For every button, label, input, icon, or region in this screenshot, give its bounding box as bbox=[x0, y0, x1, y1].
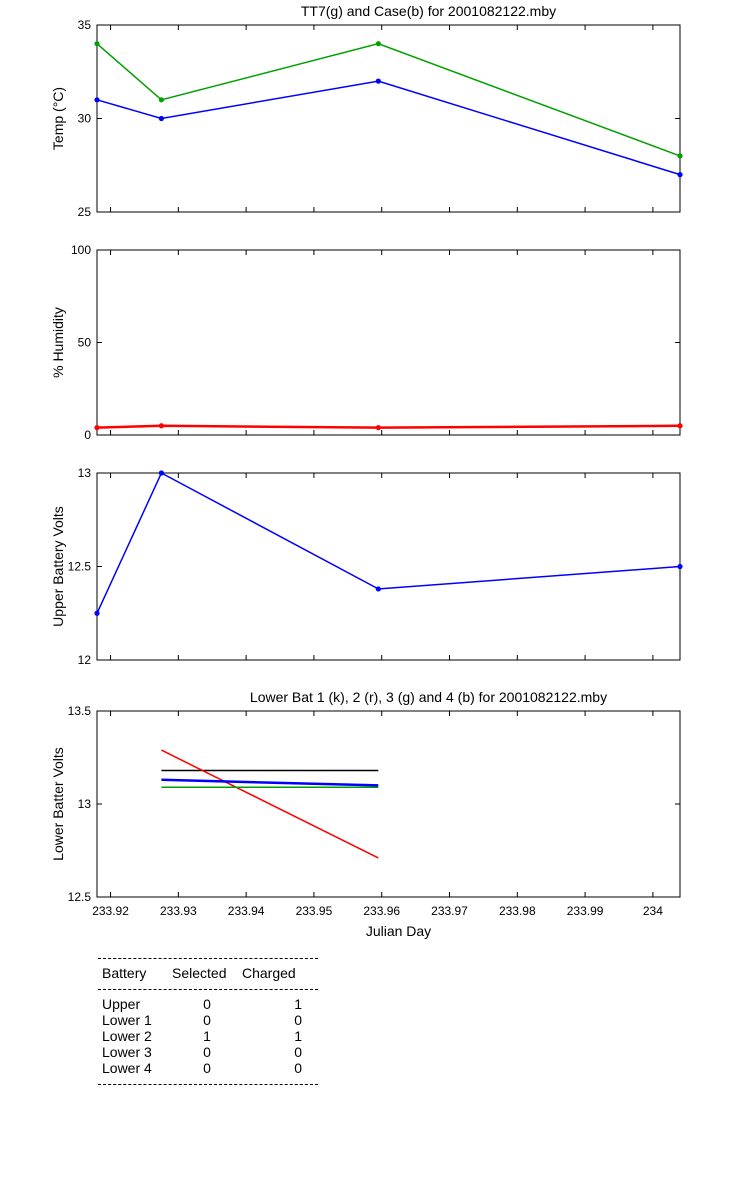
plot-frame bbox=[96, 249, 681, 436]
chart-panel-2: 0 50 100 % Humidity bbox=[50, 243, 683, 442]
battery-status-table: Battery Selected Charged Upper 0 1 Lower… bbox=[98, 958, 318, 1085]
data-point bbox=[158, 470, 165, 476]
data-point bbox=[94, 610, 100, 616]
table-row: Lower 4 0 0 bbox=[102, 1060, 318, 1076]
data-point bbox=[677, 153, 683, 159]
y-tick-label: 0 bbox=[84, 428, 91, 442]
chart-panel-1: 25 30 35 TT7(g) and Case(b) for 2001082122.… bbox=[50, 3, 683, 219]
y-axis-label: Upper Battery Volts bbox=[50, 506, 66, 627]
x-tick-label: 233.94 bbox=[228, 904, 265, 918]
y-tick-label: 13 bbox=[78, 466, 92, 480]
y-tick-label: 30 bbox=[78, 112, 92, 126]
plot-frame bbox=[96, 24, 681, 213]
y-tick-label: 12 bbox=[78, 653, 92, 667]
data-point bbox=[375, 41, 381, 47]
data-point bbox=[677, 423, 683, 429]
x-tick-label: 233.98 bbox=[499, 904, 536, 918]
series-line-1 bbox=[96, 424, 681, 429]
cell-charged: 0 bbox=[294, 1060, 302, 1076]
header-selected: Selected bbox=[172, 965, 227, 981]
plot-frame bbox=[96, 710, 681, 898]
y-axis-label: Temp (°C) bbox=[50, 87, 66, 150]
cell-selected: 1 bbox=[203, 1028, 211, 1044]
chart-title: TT7(g) and Case(b) for 2001082122.mby bbox=[301, 3, 556, 19]
data-point bbox=[677, 172, 683, 178]
table-header-rule bbox=[98, 989, 318, 990]
y-tick-label: 35 bbox=[78, 18, 92, 32]
cell-charged: 0 bbox=[294, 1012, 302, 1028]
data-point bbox=[158, 97, 165, 103]
chart-title: Lower Bat 1 (k), 2 (r), 3 (g) and 4 (b) … bbox=[250, 689, 607, 705]
x-tick-label: 233.96 bbox=[363, 904, 400, 918]
data-point bbox=[94, 41, 100, 47]
y-tick-label: 12.5 bbox=[68, 560, 92, 574]
chart-panel-3: 12 12.5 13 Upper Battery Volts bbox=[50, 466, 683, 667]
cell-charged: 1 bbox=[294, 996, 302, 1012]
series-line-2 bbox=[96, 80, 681, 176]
series-line-1 bbox=[96, 42, 681, 157]
table-row: Lower 2 1 1 bbox=[102, 1028, 318, 1044]
y-tick-label: 100 bbox=[71, 243, 91, 257]
data-point bbox=[158, 423, 165, 429]
data-point bbox=[94, 97, 100, 103]
y-tick-label: 25 bbox=[78, 205, 92, 219]
data-point bbox=[375, 78, 381, 84]
x-tick-label: 234 bbox=[643, 904, 663, 918]
table-body: Upper 0 1 Lower 1 0 0 Lower 2 1 1 Lower … bbox=[98, 990, 318, 1084]
y-tick-label: 13.5 bbox=[68, 704, 92, 718]
header-charged: Charged bbox=[242, 965, 296, 981]
cell-battery: Lower 3 bbox=[102, 1044, 152, 1060]
series-line-2 bbox=[161, 749, 379, 859]
data-point bbox=[375, 586, 381, 592]
data-point bbox=[94, 425, 100, 431]
table-row: Upper 0 1 bbox=[102, 996, 318, 1012]
cell-battery: Lower 4 bbox=[102, 1060, 152, 1076]
cell-charged: 1 bbox=[294, 1028, 302, 1044]
cell-charged: 0 bbox=[294, 1044, 302, 1060]
table-row: Lower 3 0 0 bbox=[102, 1044, 318, 1060]
header-battery: Battery bbox=[102, 965, 147, 981]
x-tick-label: 233.92 bbox=[92, 904, 129, 918]
plot-frame bbox=[96, 472, 681, 661]
x-tick-label: 233.93 bbox=[160, 904, 197, 918]
table-top-rule bbox=[98, 958, 318, 959]
x-tick-label: 233.99 bbox=[567, 904, 604, 918]
cell-battery: Upper bbox=[102, 996, 141, 1012]
y-tick-label: 13 bbox=[78, 797, 92, 811]
series-line-1 bbox=[96, 471, 681, 614]
table-row: Lower 1 0 0 bbox=[102, 1012, 318, 1028]
cell-selected: 0 bbox=[203, 1060, 211, 1076]
cell-selected: 0 bbox=[203, 1044, 211, 1060]
x-axis-label: Julian Day bbox=[366, 923, 431, 939]
table-bottom-rule bbox=[98, 1084, 318, 1085]
y-axis-label: Lower Batter Volts bbox=[50, 747, 66, 861]
cell-selected: 0 bbox=[203, 1012, 211, 1028]
table-header: Battery Selected Charged bbox=[98, 959, 318, 989]
y-axis-label: % Humidity bbox=[50, 307, 66, 378]
x-tick-label: 233.97 bbox=[431, 904, 468, 918]
cell-selected: 0 bbox=[203, 996, 211, 1012]
cell-battery: Lower 2 bbox=[102, 1028, 152, 1044]
data-point bbox=[677, 563, 683, 570]
series-line-4 bbox=[161, 778, 379, 787]
y-tick-label: 50 bbox=[78, 336, 92, 350]
cell-battery: Lower 1 bbox=[102, 1012, 152, 1028]
data-point bbox=[375, 425, 381, 431]
chart-panel-4: 12.5 13 13.5 233.92 233.93 233.94 233.95 233.96… bbox=[50, 689, 681, 939]
data-point bbox=[158, 115, 165, 122]
x-tick-label: 233.95 bbox=[296, 904, 333, 918]
y-tick-label: 12.5 bbox=[68, 890, 92, 904]
